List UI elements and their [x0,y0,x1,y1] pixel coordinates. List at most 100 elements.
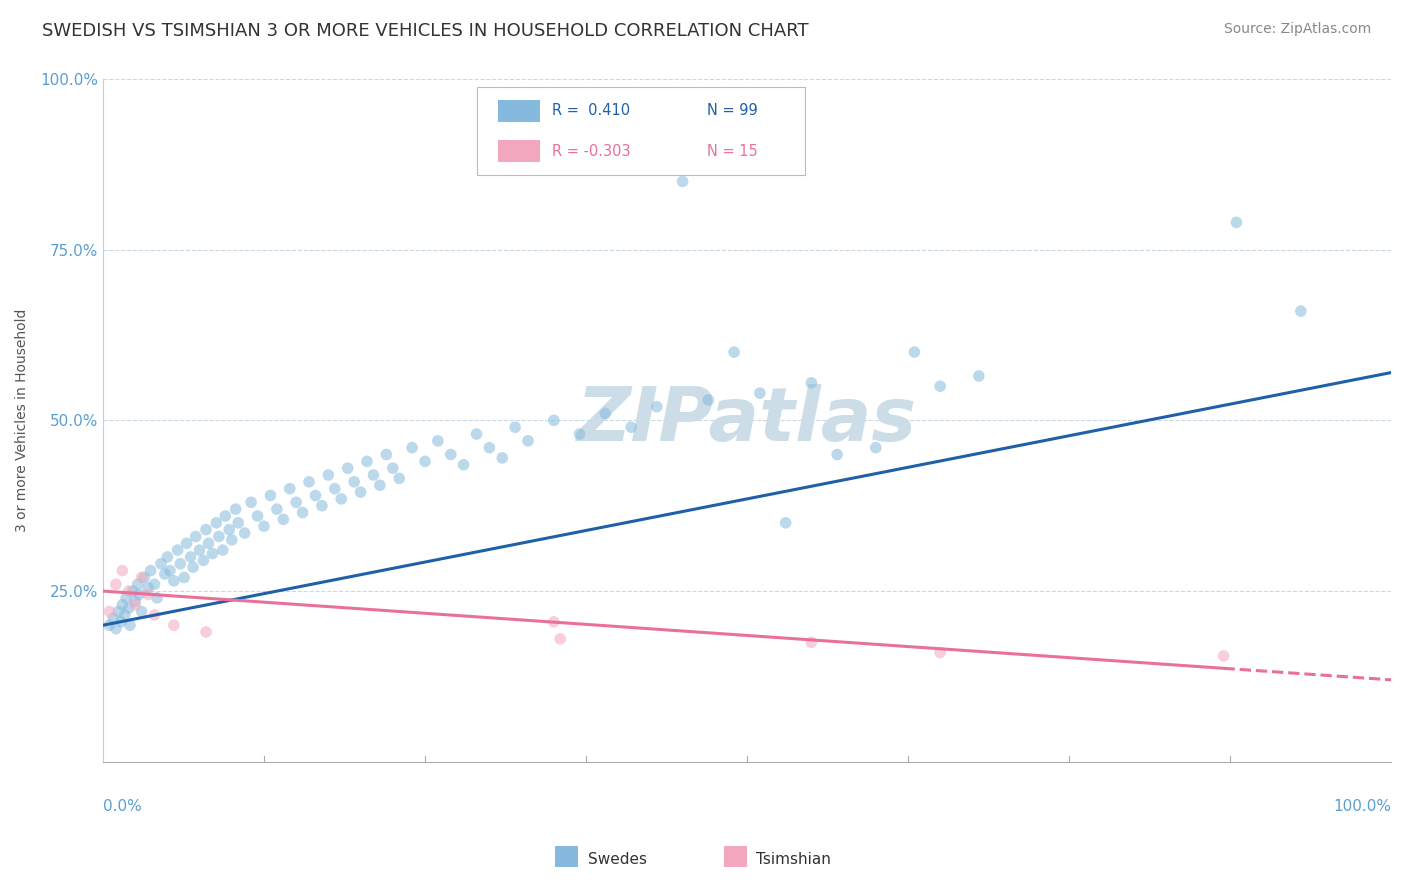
Point [104,622,127,636]
Point [548,632,571,646]
Point [291,506,314,520]
Text: N = 15: N = 15 [707,144,758,159]
Point [156,549,179,564]
Point [111,598,134,612]
Point [107,605,129,619]
Point [748,386,770,401]
Text: ZIPatlas: ZIPatlas [576,384,917,457]
Point [825,448,848,462]
Point [401,441,423,455]
Point [388,471,411,485]
Text: 100.0%: 100.0% [1333,799,1391,814]
Point [453,458,475,472]
Point [349,485,371,500]
Point [195,625,218,640]
Point [197,536,219,550]
Point [543,615,565,629]
Point [440,448,463,462]
Point [1289,304,1312,318]
Point [163,618,186,632]
Y-axis label: 3 or more Vehicles in Household: 3 or more Vehicles in Household [15,309,30,532]
Point [800,376,823,390]
Point [201,547,224,561]
Point [967,369,990,384]
Point [298,475,321,489]
Point [128,587,150,601]
Point [503,420,526,434]
FancyBboxPatch shape [498,100,540,121]
Point [143,577,166,591]
Point [134,570,156,584]
Text: N = 99: N = 99 [707,103,758,119]
Point [205,516,228,530]
Point [98,618,121,632]
Point [343,475,366,489]
Point [118,601,141,615]
Point [363,468,385,483]
Point [266,502,288,516]
Point [143,607,166,622]
Point [323,482,346,496]
Point [543,413,565,427]
Point [271,512,294,526]
Point [214,508,236,523]
Point [491,450,513,465]
Point [104,577,127,591]
Point [375,448,398,462]
Point [865,441,887,455]
Text: R =  0.410: R = 0.410 [553,103,631,119]
Point [131,570,153,584]
Point [195,523,218,537]
Point [368,478,391,492]
Point [181,560,204,574]
Point [184,529,207,543]
Point [903,345,925,359]
Point [136,581,159,595]
Text: Tsimshian: Tsimshian [756,853,831,867]
Point [153,567,176,582]
Point [221,533,243,547]
Point [1212,648,1234,663]
Point [304,488,326,502]
Point [1225,215,1247,229]
Point [127,577,149,591]
Point [356,454,378,468]
Text: SWEDISH VS TSIMSHIAN 3 OR MORE VEHICLES IN HOUSEHOLD CORRELATION CHART: SWEDISH VS TSIMSHIAN 3 OR MORE VEHICLES … [42,22,808,40]
Point [159,564,181,578]
Point [278,482,301,496]
Text: 0.0%: 0.0% [103,799,142,814]
Point [115,591,138,605]
Point [110,615,132,629]
Point [218,523,240,537]
Point [517,434,540,448]
Point [118,618,141,632]
Text: Swedes: Swedes [588,853,647,867]
Point [426,434,449,448]
Point [111,564,134,578]
Point [124,598,146,612]
Point [311,499,333,513]
Text: R = -0.303: R = -0.303 [553,144,631,159]
Point [671,174,693,188]
Point [131,605,153,619]
Point [595,407,617,421]
Point [149,557,172,571]
Point [173,570,195,584]
Point [208,529,231,543]
Text: Source: ZipAtlas.com: Source: ZipAtlas.com [1223,22,1371,37]
Point [336,461,359,475]
Point [253,519,276,533]
FancyBboxPatch shape [498,140,540,162]
Point [98,605,121,619]
Point [645,400,668,414]
Point [381,461,404,475]
Point [775,516,797,530]
Point [103,611,125,625]
Point [146,591,169,605]
Point [568,427,591,442]
Point [318,468,340,483]
Point [211,543,233,558]
Point [226,516,249,530]
Point [193,553,215,567]
Point [233,526,256,541]
